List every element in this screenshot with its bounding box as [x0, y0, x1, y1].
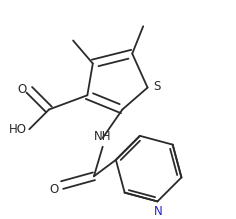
Text: HO: HO	[9, 123, 27, 136]
Text: O: O	[50, 183, 59, 196]
Text: N: N	[154, 205, 163, 218]
Text: S: S	[154, 80, 161, 93]
Text: NH: NH	[94, 130, 111, 143]
Text: O: O	[17, 83, 26, 96]
